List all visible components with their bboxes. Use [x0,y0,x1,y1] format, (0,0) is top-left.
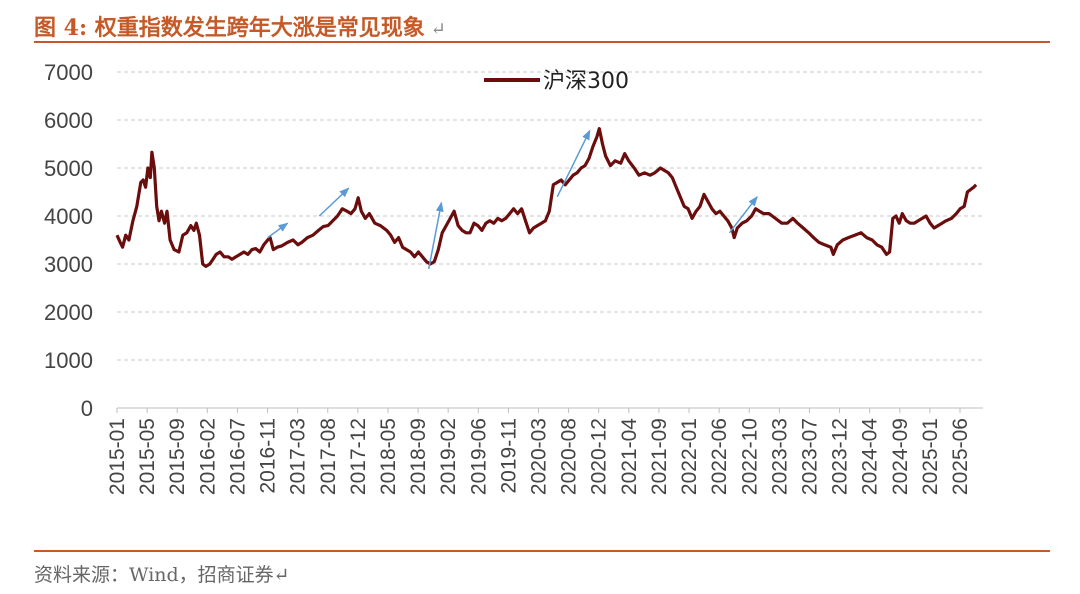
x-tick-label: 2019-06 [467,418,490,495]
x-tick-label: 2015-05 [136,418,159,495]
x-tick-label: 2018-05 [377,418,400,495]
source-note: 资料来源：Wind，招商证券↵ [34,564,290,586]
x-tick-label: 2018-09 [407,418,430,495]
x-tick-label: 2020-03 [528,418,551,495]
x-tick-label: 2022-01 [678,418,701,495]
x-tick-label: 2019-11 [497,418,520,494]
x-tick-label: 2016-02 [196,418,219,495]
y-tick-label: 7000 [44,60,93,85]
y-tick-label: 0 [81,396,93,421]
x-tick-label: 2023-07 [798,418,821,495]
x-tick-label: 2015-09 [166,418,189,495]
x-tick-label: 2017-12 [347,418,370,495]
x-tick-label: 2015-01 [106,418,129,495]
trend-arrow [728,196,758,234]
x-tick-label: 2017-03 [287,418,310,495]
x-tick-label: 2023-12 [829,418,852,495]
caption-text: 图 4: 权重指数发生跨年大涨是常见现象 [34,15,425,41]
trend-arrow [556,129,591,198]
y-tick-label: 2000 [44,300,93,325]
figure-caption: 图 4: 权重指数发生跨年大涨是常见现象 ↵ [34,10,446,42]
x-tick-label: 2021-09 [648,418,671,495]
y-tick-label: 5000 [44,156,93,181]
legend-label: 沪深300 [543,69,629,94]
annotation-arrows [267,129,758,269]
caption-return-mark-icon: ↵ [430,19,446,40]
x-tick-label: 2024-04 [859,418,882,495]
x-tick-label: 2021-04 [618,418,641,495]
series-layer [115,127,978,268]
y-tick-label: 3000 [44,252,93,277]
x-tick-label: 2016-11 [257,418,280,494]
x-tick-label: 2025-06 [949,418,972,495]
x-tick-label: 2020-08 [558,418,581,495]
x-tick-label: 2016-07 [226,418,249,495]
x-tick-label: 2025-01 [919,418,942,495]
source-rule [34,550,1050,552]
series-line [115,127,978,268]
x-tick-label: 2022-06 [708,418,731,495]
trend-arrow [267,222,289,239]
caption-rule [34,41,1050,43]
legend: 沪深300 [484,69,629,94]
x-tick-label: 2019-02 [437,418,460,495]
x-tick-label: 2023-03 [768,418,791,495]
x-tick-label: 2022-10 [738,418,761,495]
y-tick-label: 4000 [44,204,93,229]
x-tick-label: 2024-09 [889,418,912,495]
trend-arrow [318,187,350,217]
x-tick-label: 2020-12 [588,418,611,495]
y-tick-label: 1000 [44,348,93,373]
y-axis-ticks: 0 1000 2000 3000 4000 5000 6000 7000 [44,60,93,421]
trend-arrow [428,201,444,269]
y-tick-label: 6000 [44,108,93,133]
x-axis-ticks: 2015-01 2015-05 2015-09 2016-02 2016-07 2016-… [106,408,972,495]
gridlines [117,71,983,361]
x-tick-label: 2017-08 [317,418,340,495]
